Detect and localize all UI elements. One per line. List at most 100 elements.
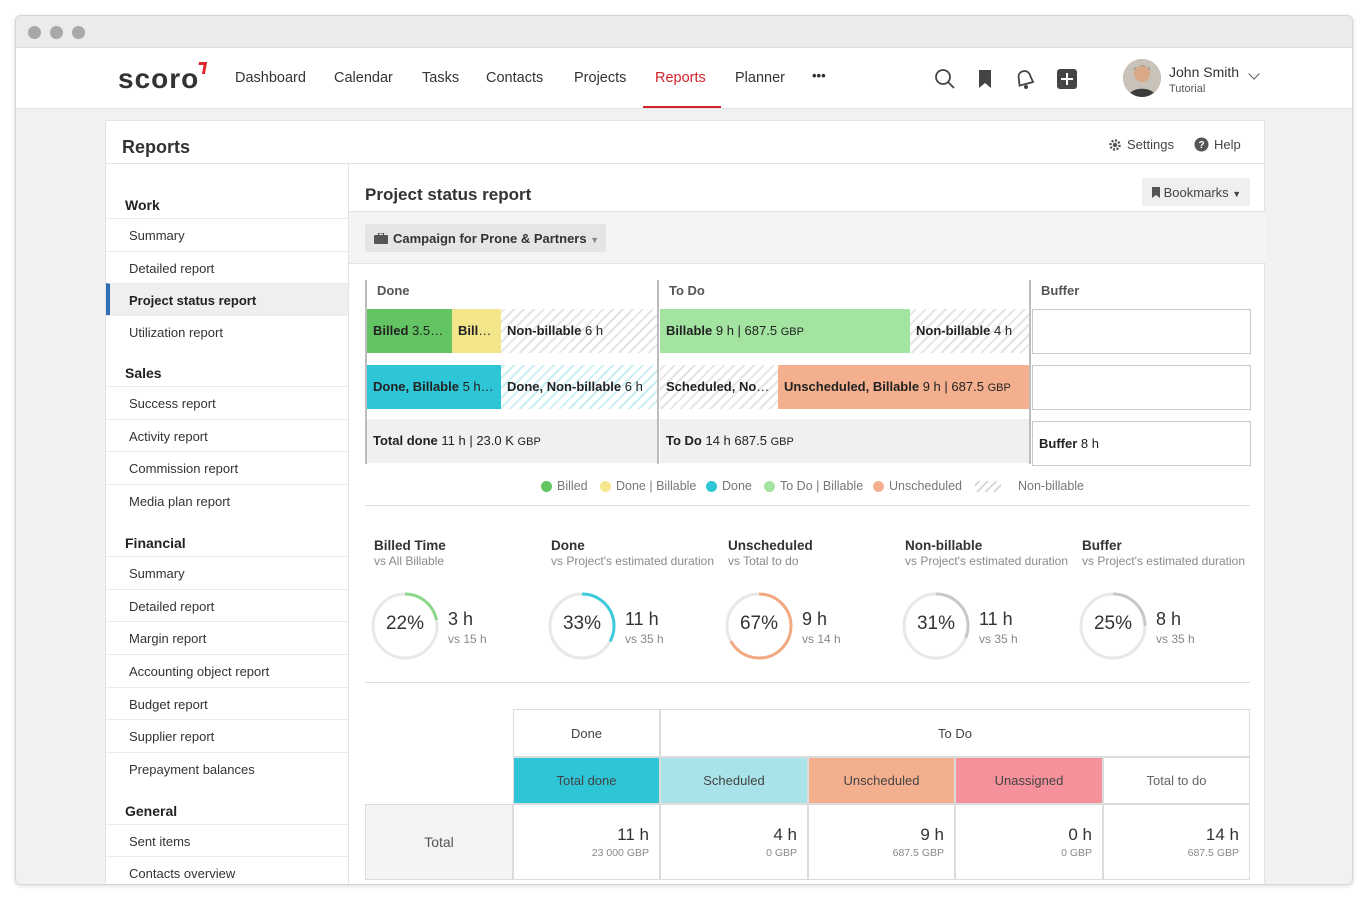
sidebar-item-label: Contacts overview <box>129 866 236 881</box>
nav-projects[interactable]: Projects <box>574 70 627 86</box>
chevron-down-icon[interactable] <box>1248 68 1260 80</box>
divider <box>365 682 1250 683</box>
stat-title: Non-billable <box>905 538 983 553</box>
sidebar-item-label: Utilization report <box>129 325 223 340</box>
help-icon: ? <box>1194 137 1209 152</box>
ring-hours: 8 h <box>1156 609 1182 629</box>
ring-percentage: 67% <box>739 613 779 634</box>
sidebar-item-work-summary[interactable]: Summary <box>106 218 348 250</box>
column-label-buffer: Buffer <box>1041 283 1080 298</box>
nav-more[interactable]: ••• <box>812 68 826 83</box>
sidebar-item-label: Media plan report <box>129 494 231 509</box>
stat-subtitle: vs Project's estimated duration <box>905 554 1069 568</box>
table-header-unassigned: Unassigned <box>955 757 1103 804</box>
page-title: Reports <box>122 137 191 157</box>
window-control-dot[interactable] <box>50 26 63 39</box>
bookmark-icon <box>1152 187 1160 198</box>
bar-scheduled-non-billable[interactable]: Scheduled, Non-billable <box>660 365 778 409</box>
sidebar-item-utilization-report[interactable]: Utilization report <box>106 315 348 347</box>
nav-planner[interactable]: Planner <box>735 70 785 86</box>
nav-reports[interactable]: Reports <box>655 70 706 86</box>
sidebar-item-supplier-report[interactable]: Supplier report <box>106 719 348 751</box>
sidebar-item-activity-report[interactable]: Activity report <box>106 419 348 451</box>
nav-tasks[interactable]: Tasks <box>422 70 460 86</box>
cell-amount: 687.5 GBP <box>1187 847 1239 859</box>
ring-hours: 11 h <box>625 609 659 629</box>
sidebar-heading-work: Work <box>125 197 160 213</box>
bar-done-billable-total[interactable]: Done, Billable 5 h | 23.0 K GBP <box>367 365 501 409</box>
bar-done-non-billable[interactable]: Done, Non-billable 6 h <box>501 365 657 409</box>
table-cell-unassigned: 0 h 0 GBP <box>955 804 1103 880</box>
table-row-label: Total <box>365 804 513 880</box>
ring-percentage: 31% <box>916 613 956 634</box>
settings-button[interactable]: Settings <box>1108 137 1174 152</box>
bar-billed[interactable]: Billed 3.5 h | 1.8 K GBP <box>367 309 452 353</box>
sidebar-item-label: Commission report <box>129 461 239 476</box>
sidebar-item-prepayment-balances[interactable]: Prepayment balances <box>106 752 348 784</box>
bookmark-icon[interactable] <box>974 68 996 90</box>
bell-icon[interactable] <box>1014 68 1036 90</box>
sidebar-item-success-report[interactable]: Success report <box>106 386 348 418</box>
bar-unscheduled-billable[interactable]: Unscheduled, Billable 9 h | 687.5 GBP <box>778 365 1029 409</box>
ring-vs: vs 35 h <box>979 632 1018 646</box>
bar-done-billable[interactable]: Billable <box>452 309 501 353</box>
sidebar-item-sent-items[interactable]: Sent items <box>106 824 348 856</box>
buffer-total-box: Buffer 8 h <box>1032 421 1251 466</box>
nav-contacts[interactable]: Contacts <box>486 70 544 86</box>
sidebar-item-accounting-object-report[interactable]: Accounting object report <box>106 654 348 686</box>
sidebar-item-margin-report[interactable]: Margin report <box>106 621 348 653</box>
add-icon[interactable] <box>1056 68 1078 90</box>
ring-percentage: 25% <box>1093 613 1133 634</box>
bar-non-billable[interactable]: Non-billable 6 h <box>501 309 657 353</box>
nav-dashboard[interactable]: Dashboard <box>235 70 306 86</box>
sidebar-item-label: Prepayment balances <box>129 762 255 777</box>
scoro-logo[interactable]: scoro <box>118 63 200 94</box>
progress-ring-arc <box>548 592 616 660</box>
briefcase-icon <box>374 233 388 244</box>
logo-mark-icon <box>196 62 208 74</box>
ring-hours: 11 h <box>979 609 1013 629</box>
sidebar-item-project-status-report[interactable]: Project status report <box>106 283 348 315</box>
avatar[interactable] <box>1123 59 1161 97</box>
cell-hours: 4 h <box>773 825 797 844</box>
sidebar-item-label: Margin report <box>129 631 207 646</box>
user-name[interactable]: John Smith <box>1169 64 1240 80</box>
nav-calendar[interactable]: Calendar <box>334 70 393 86</box>
sidebar-item-financial-summary[interactable]: Summary <box>106 556 348 588</box>
search-icon[interactable] <box>934 68 956 90</box>
stat-subtitle: vs Project's estimated duration <box>551 554 715 568</box>
legend-item-non-billable: Non-billable <box>975 479 1084 493</box>
bookmarks-dropdown[interactable]: Bookmarks ▼ <box>1142 178 1250 206</box>
help-button[interactable]: ? Help <box>1194 137 1241 152</box>
window-control-dot[interactable] <box>28 26 41 39</box>
sidebar-item-work-detailed-report[interactable]: Detailed report <box>106 251 348 283</box>
window-control-dot[interactable] <box>72 26 85 39</box>
ring-vs: vs 35 h <box>625 632 664 646</box>
cell-hours: 9 h <box>920 825 944 844</box>
sidebar-item-label: Sent items <box>129 834 191 849</box>
sidebar-item-label: Budget report <box>129 697 208 712</box>
campaign-label: Campaign for Prone & Partners <box>393 231 587 246</box>
cell-hours: 0 h <box>1068 825 1092 844</box>
sidebar-item-label: Detailed report <box>129 599 215 614</box>
sidebar-item-media-plan-report[interactable]: Media plan report <box>106 484 348 516</box>
campaign-selector[interactable]: Campaign for Prone & Partners ▼ <box>365 224 606 252</box>
bar-todo-non-billable[interactable]: Non-billable 4 h <box>910 309 1029 353</box>
bar-todo-billable[interactable]: Billable 9 h | 687.5 GBP <box>660 309 910 353</box>
sidebar-item-label: Summary <box>129 228 185 243</box>
sidebar-item-label: Project status report <box>129 293 257 308</box>
cell-amount: 687.5 GBP <box>892 847 944 859</box>
stat-title: Buffer <box>1082 538 1122 553</box>
sidebar-item-budget-report[interactable]: Budget report <box>106 687 348 719</box>
cell-amount: 0 GBP <box>1061 847 1092 859</box>
sidebar-item-commission-report[interactable]: Commission report <box>106 451 348 483</box>
sidebar-item-contacts-overview[interactable]: Contacts overview <box>106 856 348 884</box>
column-divider <box>365 280 367 464</box>
sidebar-item-label: Summary <box>129 566 185 581</box>
table-header-scheduled: Scheduled <box>660 757 808 804</box>
sidebar-item-financial-detailed-report[interactable]: Detailed report <box>106 589 348 621</box>
filter-bar: Campaign for Prone & Partners ▼ <box>349 211 1266 264</box>
browser-window: scoro Dashboard Calendar Tasks Contacts … <box>15 15 1353 885</box>
legend-item-unscheduled: Unscheduled <box>873 479 962 493</box>
done-total-row: Total done 11 h | 23.0 K GBP <box>367 419 657 463</box>
